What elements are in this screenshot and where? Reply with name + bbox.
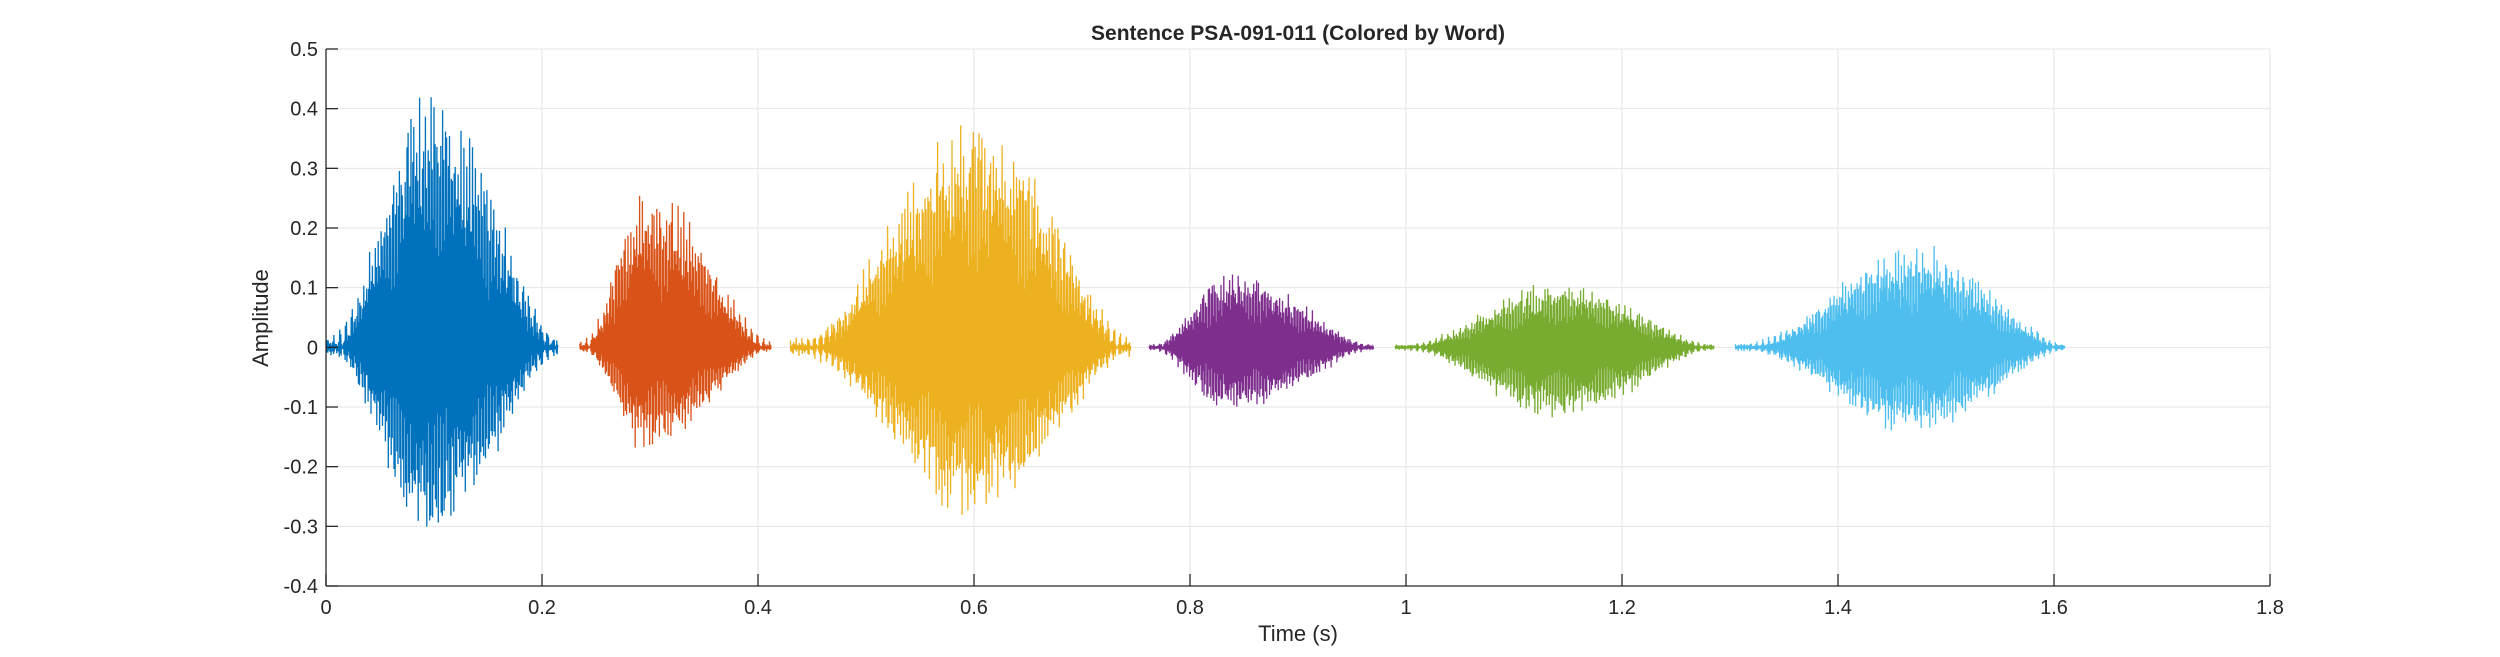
x-tick-label: 1.4 xyxy=(1824,597,1852,619)
y-tick-label: 0.2 xyxy=(290,218,318,240)
waveform-word-6 xyxy=(1734,245,2066,431)
x-tick-label: 1.2 xyxy=(1608,597,1636,619)
y-tick-label: 0.3 xyxy=(290,158,318,180)
x-tick-label: 1.6 xyxy=(2040,597,2068,619)
waveform-word-1 xyxy=(325,97,559,527)
y-tick-label: -0.1 xyxy=(284,397,318,419)
x-tick-labels: 0 0.2 0.4 0.6 0.8 1 1.2 1.4 1.6 1.8 xyxy=(320,597,2283,619)
x-tick-label: 0.6 xyxy=(960,597,988,619)
waveform-word-4 xyxy=(1148,274,1375,407)
x-axis-label: Time (s) xyxy=(1258,621,1338,646)
x-tick-label: 1 xyxy=(1400,597,1411,619)
waveform-word-3 xyxy=(789,125,1132,515)
y-tick-label: 0 xyxy=(307,337,318,359)
waveform-word-5 xyxy=(1394,285,1715,418)
x-tick-label: 0.8 xyxy=(1176,597,1204,619)
y-tick-label: 0.1 xyxy=(290,278,318,300)
chart-title: Sentence PSA-091-011 (Colored by Word) xyxy=(1091,22,1505,45)
y-tick-label: -0.4 xyxy=(284,576,318,598)
y-tick-label: 0.4 xyxy=(290,99,318,121)
y-tick-label: -0.3 xyxy=(284,516,318,538)
y-tick-labels: -0.4 -0.3 -0.2 -0.1 0 0.1 0.2 0.3 0.4 0.5 xyxy=(284,39,318,598)
x-tick-label: 0 xyxy=(320,597,331,619)
y-tick-label: 0.5 xyxy=(290,39,318,61)
x-tick-label: 0.4 xyxy=(744,597,772,619)
waveform-series xyxy=(325,97,2066,527)
y-axis-label: Amplitude xyxy=(248,269,273,367)
y-tick-label: -0.2 xyxy=(284,457,318,479)
waveform-word-2 xyxy=(579,195,772,448)
axes xyxy=(325,48,2271,587)
x-tick-label: 0.2 xyxy=(528,597,556,619)
x-tick-label: 1.8 xyxy=(2256,597,2284,619)
